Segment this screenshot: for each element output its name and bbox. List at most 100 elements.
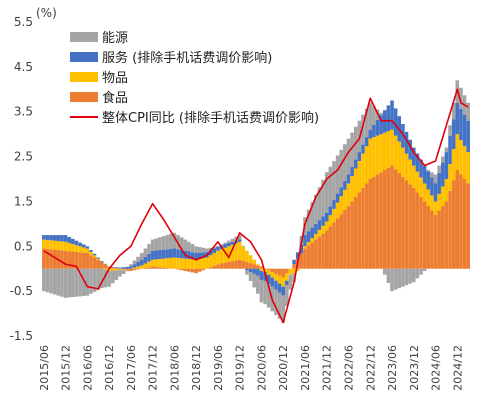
bar-segment [216, 251, 220, 264]
bar-segment [416, 269, 420, 279]
bar-segment [394, 136, 398, 170]
bar-segment [274, 281, 278, 290]
bar-segment [452, 149, 456, 180]
bar-segment [165, 235, 169, 249]
bar-segment [387, 105, 391, 131]
bar-segment [376, 175, 380, 269]
bar-segment [151, 266, 155, 268]
bar-segment [318, 237, 322, 269]
bar-segment [198, 269, 202, 272]
bar-segment [397, 173, 401, 269]
bar-segment [165, 258, 169, 268]
bar-segment [191, 269, 195, 273]
bar-segment [281, 278, 285, 287]
bar-segment [336, 155, 340, 193]
bar-segment [397, 142, 401, 173]
y-tick-label: 0.5 [14, 239, 33, 253]
bar-segment [437, 194, 441, 210]
bar-segment [459, 109, 463, 140]
bar-segment [75, 241, 79, 245]
bar-segment [310, 228, 314, 238]
bar-segment [459, 140, 463, 174]
bar-segment [165, 268, 169, 269]
bar-segment [350, 201, 354, 268]
bar-segment [354, 160, 358, 169]
y-tick-label: 1.5 [14, 194, 33, 208]
bar-segment [140, 253, 144, 260]
x-tick-label: 2021/12 [321, 345, 334, 391]
bar-segment [336, 194, 340, 203]
bar-segment [310, 238, 314, 242]
bar-segment [347, 206, 351, 269]
bar-segment [401, 148, 405, 177]
bar-segment [187, 242, 191, 252]
bar-segment [158, 237, 162, 250]
x-tick-label: 2022/12 [364, 345, 377, 391]
bar-segment [75, 269, 79, 297]
bar-segment [281, 269, 285, 278]
bar-segment [242, 261, 246, 269]
bar-segment [64, 235, 68, 242]
bar-segment [118, 270, 122, 277]
bar-segment [89, 250, 93, 252]
bar-segment [144, 263, 148, 267]
bar-segment [242, 246, 246, 261]
bar-segment [285, 269, 289, 273]
bar-segment [383, 133, 387, 170]
bar-segment [89, 252, 93, 255]
bar-segment [358, 152, 362, 161]
bar-segment [329, 206, 333, 215]
bar-segment [133, 269, 137, 271]
bar-segment [133, 268, 137, 269]
bar-segment [67, 243, 71, 251]
bar-segment [365, 183, 369, 268]
bar-segment [194, 269, 198, 273]
bar-segment [368, 103, 372, 130]
bar-segment [238, 240, 242, 242]
x-tick-label: 2015/06 [38, 345, 51, 391]
bar-segment [140, 260, 144, 266]
bar-segment [405, 154, 409, 181]
bar-segment [318, 230, 322, 237]
bar-segment [445, 201, 449, 268]
bar-segment [307, 242, 311, 245]
bar-segment [245, 262, 249, 269]
bar-segment [216, 246, 220, 250]
legend-label: 食品 [102, 90, 128, 106]
y-tick-label: 3.5 [14, 105, 33, 119]
bar-segment [129, 269, 133, 271]
bar-segment [278, 276, 282, 284]
bar-segment [361, 188, 365, 269]
bar-segment [42, 269, 46, 291]
bar-segment [332, 209, 336, 222]
bar-segment [42, 240, 46, 249]
bar-segment [372, 177, 376, 269]
bar-segment [390, 130, 394, 166]
bar-segment [437, 210, 441, 268]
x-tick-label: 2021/06 [299, 345, 312, 391]
bar-segment [448, 191, 452, 269]
bar-segment [115, 267, 119, 268]
bar-segment [227, 241, 231, 243]
bar-segment [238, 242, 242, 260]
bar-segment [234, 243, 238, 260]
bar-segment [408, 160, 412, 185]
bar-segment [463, 179, 467, 269]
bar-segment [430, 210, 434, 268]
bar-segment [336, 218, 340, 268]
bar-segment [209, 255, 213, 267]
bar-segment [53, 235, 57, 241]
bar-segment [86, 249, 90, 253]
bar-segment [93, 258, 97, 269]
bar-segment [245, 251, 249, 262]
bar-segment [365, 137, 369, 146]
bar-segment [285, 281, 289, 285]
bar-segment [321, 216, 325, 225]
bar-segment [86, 246, 90, 248]
bar-segment [336, 203, 340, 219]
x-tick-label: 2019/06 [212, 345, 225, 391]
bar-segment [49, 235, 53, 240]
bar-segment [151, 251, 155, 260]
bar-segment [383, 269, 387, 275]
